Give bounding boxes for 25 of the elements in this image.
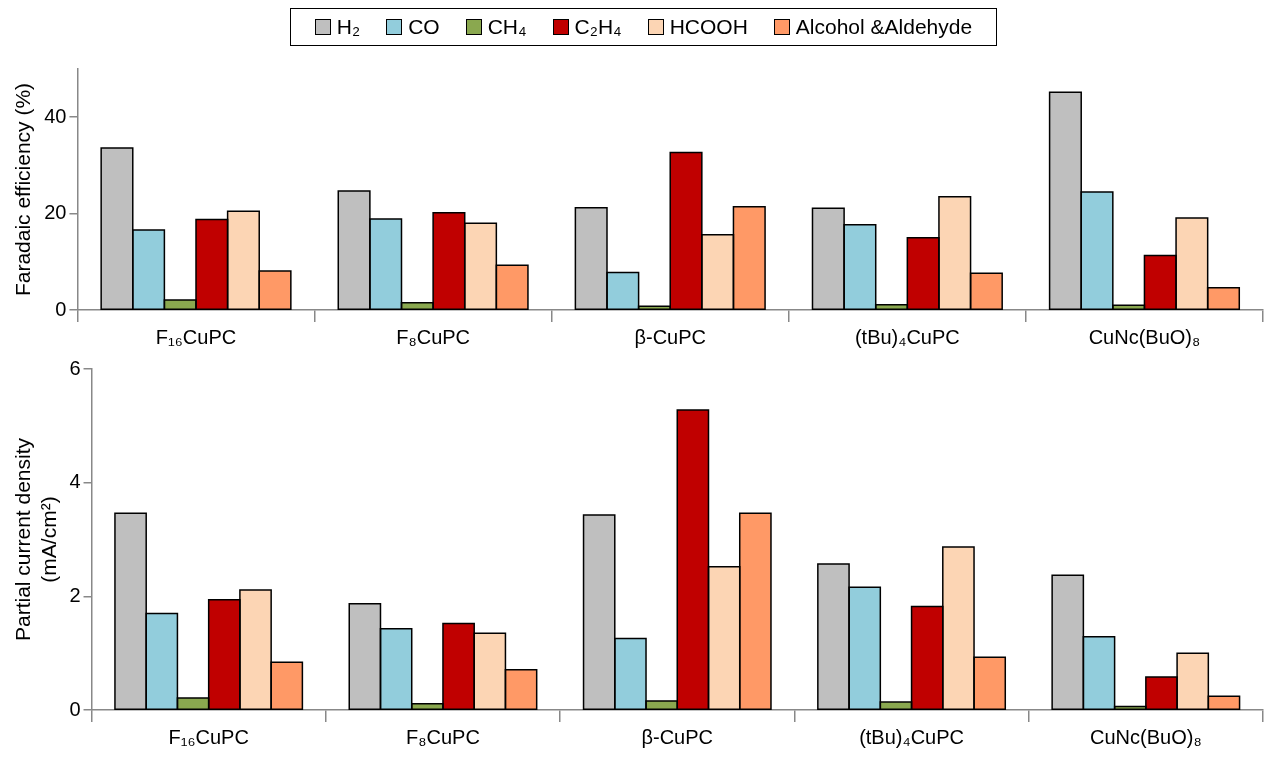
y-tick-label: 0 (69, 697, 81, 720)
x-tick-label: (tBu)₄CuPC (859, 725, 964, 748)
legend-label: C₂H₄ (574, 15, 622, 39)
y-tick-label: 20 (44, 201, 67, 224)
legend-label: CO (408, 15, 440, 39)
x-tick-label: CuNc(BuO)₈ (1090, 725, 1202, 748)
x-tick-label: β-CuPC (641, 725, 714, 748)
y-axis-title: Faradaic efficiency (%) (11, 82, 35, 297)
legend-label: Alcohol &Aldehyde (795, 15, 973, 39)
x-tick-label: F₈CuPC (396, 325, 471, 348)
y-tick-label: 40 (44, 104, 67, 127)
y-tick-label: 2 (69, 583, 81, 606)
legend-label: H₂ (336, 15, 361, 39)
y-axis-title: Partial current density (mA/cm²) (11, 437, 60, 642)
x-tick-label: F₁₆CuPC (155, 325, 237, 348)
x-tick-label: F₁₆CuPC (168, 725, 249, 748)
x-tick-label: F₈CuPC (406, 725, 480, 748)
y-tick-label: 4 (69, 470, 81, 493)
x-tick-label: CuNc(BuO)₈ (1088, 325, 1201, 348)
y-tick-label: 6 (69, 356, 81, 379)
y-tick-label: 0 (55, 297, 67, 320)
legend-label: HCOOH (669, 15, 748, 39)
legend-label: CH₄ (487, 15, 527, 39)
x-tick-label: (tBu)₄CuPC (854, 325, 960, 348)
x-tick-label: β-CuPC (634, 325, 706, 348)
